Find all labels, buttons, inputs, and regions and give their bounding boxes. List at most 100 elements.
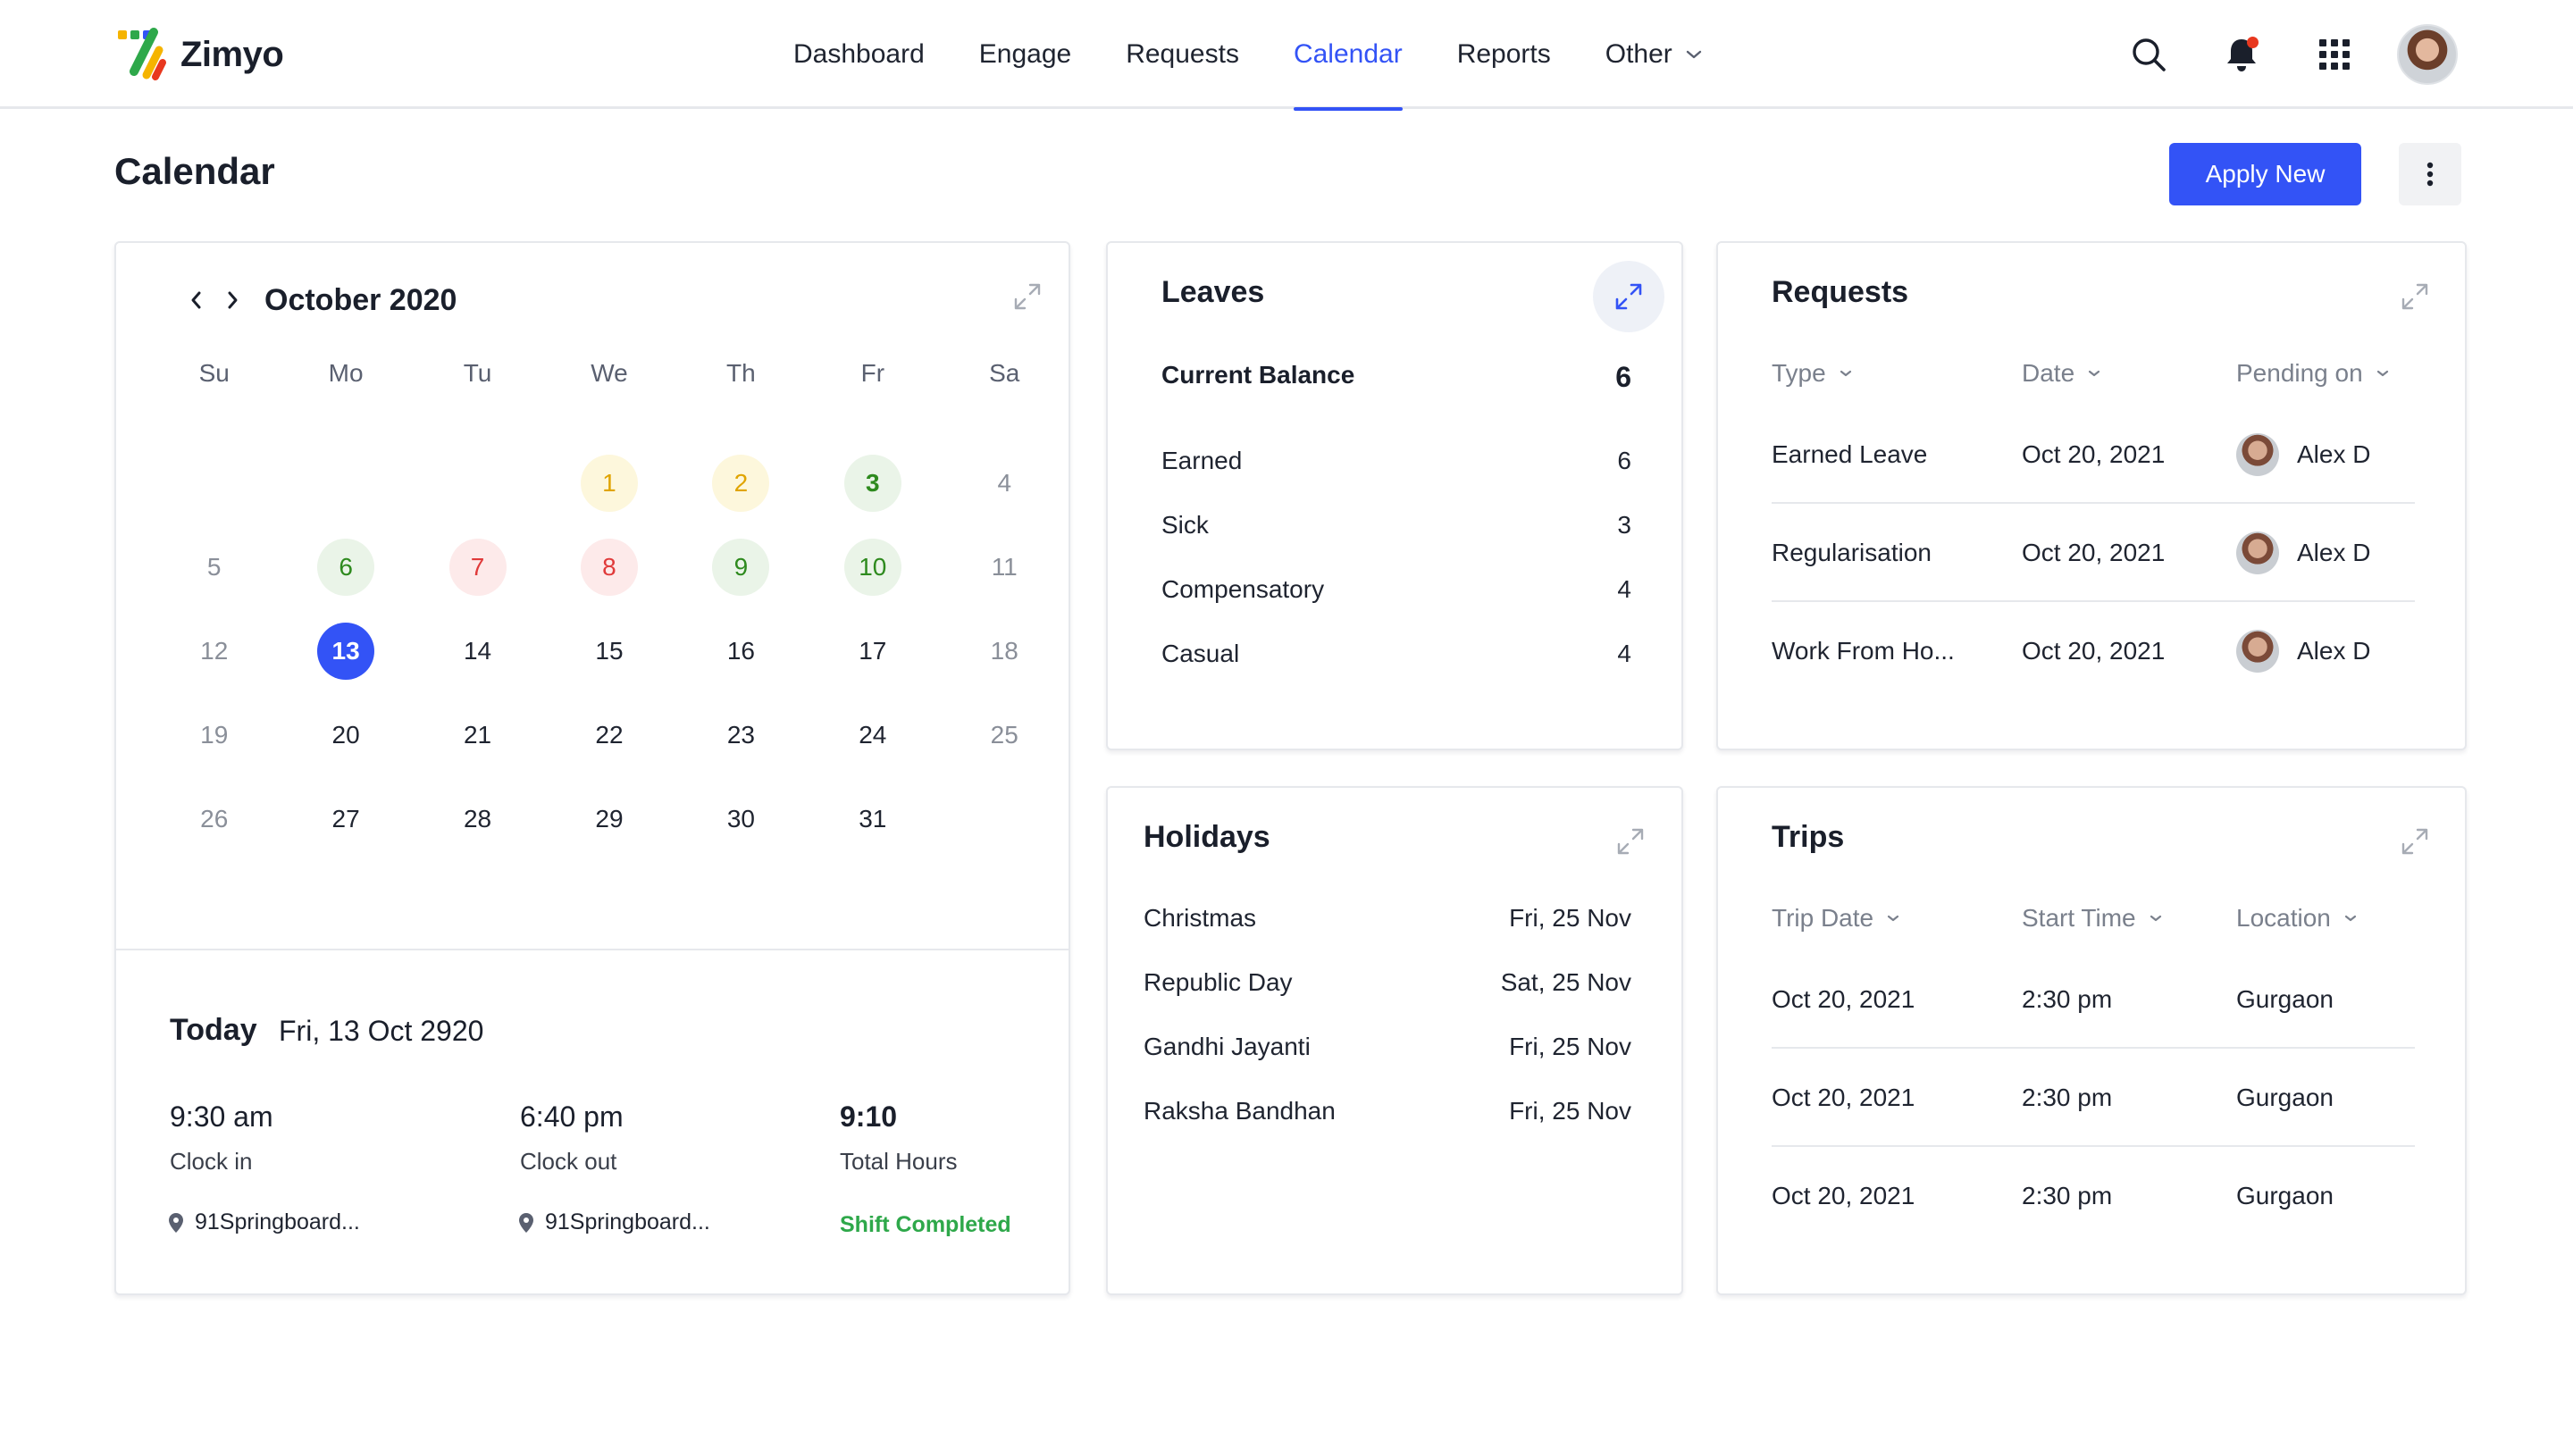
calendar-day[interactable]: 21	[463, 721, 492, 749]
weekday-label: Th	[726, 359, 756, 387]
calendar-day[interactable]: 14	[463, 637, 492, 665]
calendar-day[interactable]: 25	[990, 721, 1018, 749]
calendar-day[interactable]: 23	[726, 721, 755, 749]
expand-calendar-icon[interactable]	[1010, 279, 1045, 314]
column-location-label: Location	[2236, 904, 2331, 932]
next-month-icon[interactable]	[214, 282, 250, 318]
calendar-day[interactable]: 31	[859, 805, 887, 833]
calendar-day[interactable]: 11	[991, 553, 1018, 581]
calendar-day[interactable]: 15	[595, 637, 624, 665]
nav-requests[interactable]: Requests	[1126, 39, 1239, 69]
avatar	[2236, 531, 2279, 574]
request-date: Oct 20, 2021	[2022, 539, 2166, 566]
table-row[interactable]: Oct 20, 2021 2:30 pm Gurgaon	[1772, 950, 2415, 1049]
more-options-icon[interactable]	[2399, 143, 2461, 205]
calendar-day[interactable]: 3	[807, 455, 938, 512]
calendar-day[interactable]: 20	[331, 721, 360, 749]
holiday-date: Fri, 25 Nov	[1509, 1097, 1631, 1125]
nav-dashboard[interactable]: Dashboard	[793, 39, 925, 69]
trip-location: Gurgaon	[2236, 1182, 2334, 1209]
calendar-day[interactable]: 19	[200, 721, 229, 749]
column-start-time[interactable]: Start Time	[2022, 904, 2163, 933]
avatar	[2236, 433, 2279, 476]
user-avatar[interactable]	[2396, 23, 2459, 86]
weekday-label: Su	[198, 359, 230, 387]
leave-type: Sick	[1161, 511, 1209, 539]
nav-other[interactable]: Other	[1605, 0, 1703, 109]
notification-dot	[2247, 37, 2259, 48]
calendar-day[interactable]: 4	[997, 469, 1012, 497]
table-row[interactable]: Work From Ho... Oct 20, 2021 Alex D	[1772, 602, 2415, 700]
approver-name: Alex D	[2297, 539, 2371, 566]
trip-location: Gurgaon	[2236, 985, 2334, 1013]
prev-month-icon[interactable]	[179, 282, 214, 318]
trips-title: Trips	[1772, 820, 1845, 854]
zimyo-logo[interactable]: Zimyo	[114, 27, 284, 82]
expand-trips-icon[interactable]	[2397, 824, 2433, 859]
table-row[interactable]: Earned Leave Oct 20, 2021 Alex D	[1772, 406, 2415, 504]
holiday-row: Christmas Fri, 25 Nov	[1144, 904, 1631, 933]
table-row[interactable]: Regularisation Oct 20, 2021 Alex D	[1772, 504, 2415, 602]
calendar-day[interactable]: 6	[280, 539, 411, 596]
nav-calendar[interactable]: Calendar	[1293, 0, 1403, 111]
calendar-day[interactable]: 22	[595, 721, 624, 749]
leave-count: 4	[1617, 640, 1631, 667]
calendar-day[interactable]: 10	[807, 539, 938, 596]
holiday-name: Gandhi Jayanti	[1144, 1033, 1311, 1060]
app-name: Zimyo	[180, 34, 284, 74]
calendar-day[interactable]: 2	[675, 455, 807, 512]
calendar-day[interactable]: 27	[331, 805, 360, 833]
table-row[interactable]: Oct 20, 2021 2:30 pm Gurgaon	[1772, 1049, 2415, 1147]
calendar-day[interactable]: 18	[990, 637, 1018, 665]
holiday-row: Raksha Bandhan Fri, 25 Nov	[1144, 1097, 1631, 1125]
apply-new-button[interactable]: Apply New	[2169, 143, 2361, 205]
calendar-day-empty	[280, 455, 411, 512]
calendar-day[interactable]: 16	[726, 637, 755, 665]
nav-reports[interactable]: Reports	[1456, 39, 1551, 69]
main-nav: Dashboard Engage Requests Calendar Repor…	[793, 0, 1757, 111]
leave-count: 3	[1617, 511, 1631, 539]
chevron-down-icon	[1888, 915, 1899, 922]
calendar-day[interactable]: 24	[859, 721, 887, 749]
notification-bell-icon[interactable]	[2210, 23, 2273, 86]
column-date-label: Date	[2022, 359, 2075, 387]
calendar-day[interactable]: 17	[859, 637, 887, 665]
zimyo-logo-icon	[118, 28, 166, 80]
table-row[interactable]: Oct 20, 2021 2:30 pm Gurgaon	[1772, 1147, 2415, 1245]
column-pending-on[interactable]: Pending on	[2236, 359, 2390, 388]
calendar-day[interactable]: 9	[675, 539, 807, 596]
expand-requests-icon[interactable]	[2397, 279, 2433, 314]
calendar-day[interactable]: 5	[206, 553, 222, 581]
total-hours-stat: 9:10 Total Hours	[840, 1100, 958, 1176]
calendar-day[interactable]: 8	[543, 539, 675, 596]
calendar-day[interactable]: 12	[200, 637, 229, 665]
calendar-day[interactable]: 29	[595, 805, 624, 833]
search-icon[interactable]	[2117, 23, 2180, 86]
calendar-day[interactable]: 1	[543, 455, 675, 512]
today-label: Today	[170, 1013, 257, 1047]
calendar-day[interactable]: 26	[200, 805, 229, 833]
calendar-day-empty	[939, 791, 1070, 848]
apps-grid-icon[interactable]	[2303, 23, 2366, 86]
calendar-day[interactable]: 28	[463, 805, 492, 833]
clock-in-label: Clock in	[170, 1148, 253, 1175]
column-date[interactable]: Date	[2022, 359, 2101, 388]
column-trip-date[interactable]: Trip Date	[1772, 904, 1900, 933]
calendar-day[interactable]: 7	[412, 539, 543, 596]
expand-leaves-icon[interactable]	[1593, 261, 1664, 332]
expand-holidays-icon[interactable]	[1613, 824, 1648, 859]
location-pin-icon	[519, 1212, 533, 1233]
column-trip-date-label: Trip Date	[1772, 904, 1874, 932]
column-type[interactable]: Type	[1772, 359, 1853, 388]
calendar-week: 5 6 7 8 9 10 11	[148, 525, 1070, 609]
request-type: Work From Ho...	[1772, 637, 1955, 665]
approver-name: Alex D	[2297, 637, 2371, 665]
trip-date: Oct 20, 2021	[1772, 1084, 1915, 1111]
clock-in-value: 9:30 am	[170, 1100, 273, 1133]
nav-engage[interactable]: Engage	[978, 39, 1072, 69]
leaves-title: Leaves	[1161, 275, 1265, 309]
calendar-day-today[interactable]: 13	[280, 623, 411, 680]
column-location[interactable]: Location	[2236, 904, 2358, 933]
calendar-day[interactable]: 30	[726, 805, 755, 833]
current-balance-label: Current Balance	[1161, 361, 1355, 389]
